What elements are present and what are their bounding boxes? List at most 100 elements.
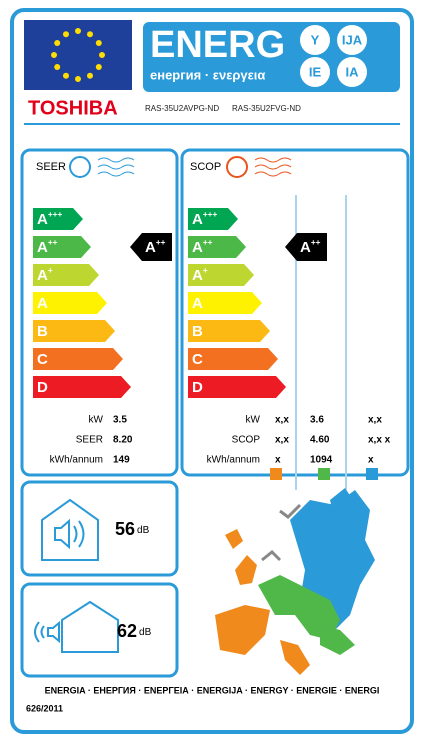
class-label: A++ xyxy=(300,238,321,256)
class-letter: A xyxy=(145,239,156,256)
energy-banner xyxy=(143,22,400,92)
star xyxy=(63,72,69,79)
noise-unit: dB xyxy=(139,627,152,638)
row-label: kW xyxy=(89,415,104,426)
class-arrow xyxy=(188,376,286,398)
class-label: D xyxy=(37,379,48,396)
suffix-badge xyxy=(337,25,367,55)
star xyxy=(87,31,93,38)
class-sup: +++ xyxy=(48,210,63,219)
suffix: IA xyxy=(346,64,360,79)
row-label: kW xyxy=(246,415,261,426)
class-letter: C xyxy=(37,351,48,368)
noise-number: 56 xyxy=(115,519,135,539)
class-arrow xyxy=(33,208,83,230)
row-value: x xyxy=(368,455,374,466)
class-label: A xyxy=(192,295,203,312)
class-sup: + xyxy=(203,266,208,275)
row-label: SCOP xyxy=(232,435,261,446)
class-arrow xyxy=(188,264,254,286)
fan-icon xyxy=(69,156,135,178)
class-arrow xyxy=(33,292,107,314)
footer-languages: ENERGIA · ЕНЕРГИЯ · ΕΝΕΡΓΕΙΑ · ENERGIJA … xyxy=(45,685,380,695)
noise-value: 56 dB xyxy=(115,519,150,539)
star xyxy=(54,64,61,70)
row-label: kWh/annum xyxy=(207,455,260,466)
suffix: IJA xyxy=(342,32,363,47)
class-label: A+ xyxy=(192,266,208,284)
row-value: x,x xyxy=(368,415,382,426)
class-label: B xyxy=(192,323,203,340)
climate-map xyxy=(215,488,375,675)
noise-value: 62 dB xyxy=(117,621,152,641)
class-label: A+++ xyxy=(37,210,62,228)
row-value: x xyxy=(275,455,281,466)
class-letter: B xyxy=(192,323,203,340)
row-label: SEER xyxy=(76,435,103,446)
rating-arrow xyxy=(285,233,327,261)
class-label: A+++ xyxy=(192,210,217,228)
suffix-badge xyxy=(337,57,367,87)
noise-panel xyxy=(20,582,179,678)
class-letter: D xyxy=(192,379,203,396)
class-label: A+ xyxy=(37,266,53,284)
row-value: 8.20 xyxy=(113,435,133,446)
class-arrow xyxy=(188,320,270,342)
star xyxy=(87,72,93,79)
speaker-icon xyxy=(54,518,85,550)
suffix: Y xyxy=(311,32,320,47)
fan-icon xyxy=(226,156,292,178)
energy-alt: енергия · ενεργεια xyxy=(150,67,265,82)
row-value: 3.6 xyxy=(310,415,324,426)
model: RAS-35U2AVPG-ND xyxy=(145,104,219,113)
class-letter: D xyxy=(37,379,48,396)
row-value: x,x xyxy=(275,435,289,446)
class-letter: A xyxy=(192,267,203,284)
class-letter: A xyxy=(192,295,203,312)
class-arrow xyxy=(33,264,99,286)
zone-swatch xyxy=(366,468,378,480)
house-icon xyxy=(41,498,99,561)
supplier: TOSHIBA xyxy=(28,97,118,119)
class-letter: A xyxy=(37,211,48,228)
row-value: 3.5 xyxy=(113,415,127,426)
class-letter: A xyxy=(192,211,203,228)
class-letter: A xyxy=(37,295,48,312)
star xyxy=(51,52,57,58)
row-value: x,x x xyxy=(368,435,391,446)
speaker-icon xyxy=(34,620,60,644)
star xyxy=(63,31,69,38)
panel-title: SEER xyxy=(36,161,66,173)
row-value: 4.60 xyxy=(310,435,330,446)
noise-unit: dB xyxy=(137,525,150,536)
row-value: x,x xyxy=(275,415,289,426)
class-label: B xyxy=(37,323,48,340)
class-sup: ++ xyxy=(156,238,166,247)
zone-swatch xyxy=(270,468,282,480)
class-label: C xyxy=(192,351,203,368)
house-icon xyxy=(61,600,119,653)
suffix-badge xyxy=(300,25,330,55)
class-label: C xyxy=(37,351,48,368)
energy-word: ENERG xyxy=(150,24,285,66)
class-label: A++ xyxy=(145,238,166,256)
class-sup: ++ xyxy=(311,238,321,247)
panel-title: SCOP xyxy=(190,161,221,173)
class-letter: A xyxy=(192,239,203,256)
row-value: 1094 xyxy=(310,455,333,466)
regulation: 626/2011 xyxy=(26,703,63,713)
class-arrow xyxy=(33,236,91,258)
class-arrow xyxy=(188,292,262,314)
class-arrow xyxy=(33,348,123,370)
zone-swatch xyxy=(318,468,330,480)
class-sup: ++ xyxy=(203,238,213,247)
class-sup: ++ xyxy=(48,238,58,247)
class-sup: + xyxy=(48,266,53,275)
star xyxy=(75,28,81,34)
noise-number: 62 xyxy=(117,621,137,641)
class-arrow xyxy=(188,208,238,230)
class-letter: A xyxy=(37,239,48,256)
class-arrow xyxy=(188,236,246,258)
suffix-badge xyxy=(300,57,330,87)
eu-stars xyxy=(51,28,105,82)
